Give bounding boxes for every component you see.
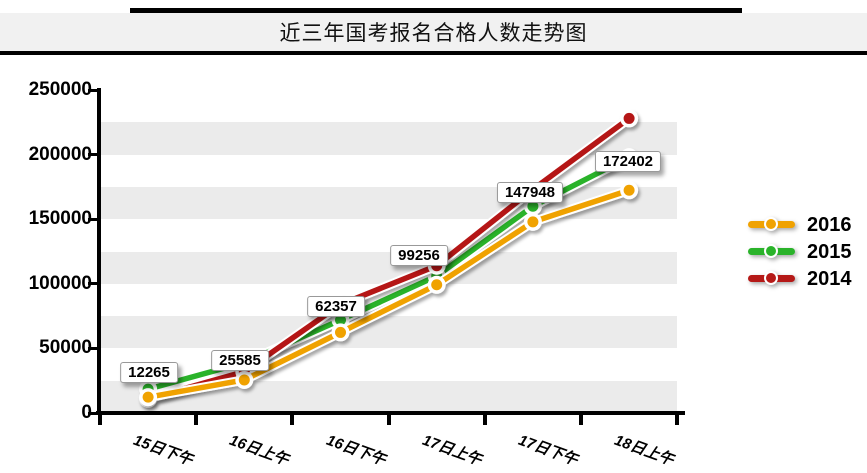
marker-2015-2 [335, 314, 346, 326]
series-2016 [139, 181, 639, 407]
chart-title: 近三年国考报名合格人数走势图 [0, 13, 867, 55]
y-tick [88, 88, 98, 92]
legend: 2016 2015 2014 [748, 211, 852, 292]
y-axis [97, 88, 101, 415]
legend-item-2016: 2016 [748, 211, 852, 238]
y-tick [88, 153, 98, 157]
legend-label-2016: 2016 [807, 213, 852, 236]
marker-2014-5 [623, 112, 635, 124]
y-tick-label: 50000 [39, 337, 92, 359]
legend-swatch-2014 [748, 271, 795, 286]
data-label-16日下午: 62357 [307, 296, 365, 317]
legend-item-2014: 2014 [748, 265, 852, 292]
y-tick [88, 346, 98, 350]
y-tick-label: 100000 [28, 272, 92, 294]
y-tick [88, 411, 98, 415]
y-tick-label: 150000 [28, 208, 92, 230]
series-line-2014 [145, 115, 632, 402]
y-tick [88, 217, 98, 221]
legend-item-2015: 2015 [748, 238, 852, 265]
y-tick-label: 0 [81, 402, 92, 423]
marker-2015-4 [527, 200, 539, 212]
data-label-17日上午: 99256 [390, 245, 448, 266]
legend-label-2014: 2014 [807, 267, 852, 290]
marker-2016-3 [431, 279, 443, 291]
legend-marker-icon [764, 271, 778, 285]
x-tick [482, 415, 487, 425]
marker-2016-4 [527, 216, 539, 228]
x-tick [578, 415, 583, 425]
data-label-15日下午: 12265 [120, 362, 178, 383]
marker-2016-1 [238, 374, 250, 386]
data-label-16日上午: 25585 [211, 350, 269, 371]
series-line-2016 [145, 187, 632, 400]
marker-2016-0 [142, 391, 154, 403]
y-tick-label: 250000 [28, 79, 92, 100]
marker-2016-2 [335, 326, 346, 338]
plot-stripe [100, 316, 677, 349]
plot-stripe [100, 251, 677, 284]
data-label-18日上午: 172402 [594, 151, 662, 172]
top-rule [130, 8, 742, 13]
legend-marker-icon [764, 244, 778, 258]
legend-marker-icon [764, 217, 778, 231]
x-tick [290, 415, 295, 425]
x-tick [194, 415, 199, 425]
legend-swatch-2016 [748, 217, 795, 232]
marker-2016-5 [623, 184, 635, 196]
x-tick [675, 415, 679, 425]
x-tick [98, 415, 102, 425]
y-tick [88, 282, 98, 286]
y-tick-label: 200000 [28, 143, 92, 165]
legend-swatch-2015 [748, 244, 795, 259]
legend-label-2015: 2015 [807, 240, 852, 263]
data-label-17日下午: 147948 [496, 182, 564, 203]
x-tick [386, 415, 391, 425]
x-axis [96, 411, 685, 415]
